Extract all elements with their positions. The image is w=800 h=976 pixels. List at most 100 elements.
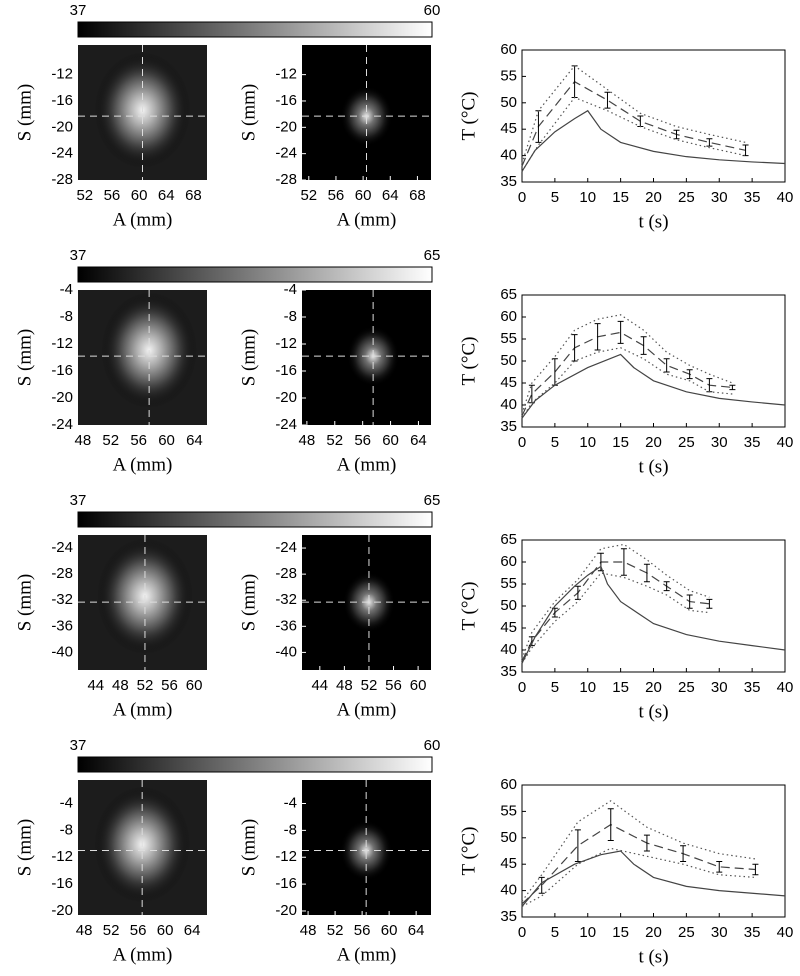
y-tick-label: 50	[500, 597, 517, 614]
image	[78, 290, 207, 425]
y-tick-label: -36	[51, 617, 73, 634]
x-axis-label: A (mm)	[113, 944, 173, 965]
x-axis-label: A (mm)	[337, 209, 397, 230]
y-tick-label: -16	[51, 875, 73, 892]
x-tick-label: 52	[327, 922, 344, 939]
series-line	[521, 800, 756, 902]
x-tick-label: 56	[354, 922, 371, 939]
y-tick-label: 60	[500, 308, 517, 325]
x-tick-label: 52	[361, 677, 378, 694]
series-line	[521, 847, 756, 907]
y-tick-label: -4	[284, 794, 297, 811]
x-tick-label: 64	[382, 187, 399, 204]
x-tick-label: 5	[551, 434, 559, 451]
x-tick-label: 20	[645, 679, 662, 696]
x-tick-label: 0	[518, 189, 526, 206]
x-tick-label: 60	[157, 922, 174, 939]
plot-frame	[521, 49, 786, 183]
y-tick-label: 35	[500, 418, 517, 435]
y-axis-label: T (°C)	[458, 337, 479, 386]
y-tick-label: -24	[51, 416, 73, 433]
error-bar	[620, 548, 627, 576]
x-axis-label: t (s)	[638, 211, 668, 232]
x-tick-label: 0	[518, 924, 526, 941]
y-tick-label: -8	[60, 821, 73, 838]
error-bar	[574, 829, 581, 863]
y-tick-label: -16	[275, 875, 297, 892]
y-tick-label: -20	[51, 118, 73, 135]
y-tick-label: 50	[500, 94, 517, 111]
image	[78, 780, 207, 915]
x-tick-label: 60	[381, 922, 398, 939]
x-axis-label: t (s)	[638, 701, 668, 722]
x-tick-label: 35	[744, 679, 761, 696]
colorbar-tick-label: 60	[424, 737, 441, 754]
series-line	[521, 96, 746, 172]
y-tick-label: -16	[51, 92, 73, 109]
colorbar-tick-label: 37	[70, 247, 87, 264]
x-tick-label: 25	[678, 924, 695, 941]
y-tick-label: -28	[51, 565, 73, 582]
plot-frame	[521, 539, 786, 673]
y-tick-label: 60	[500, 553, 517, 570]
x-tick-label: 25	[678, 434, 695, 451]
x-tick-label: 68	[185, 187, 202, 204]
x-tick-label: 30	[711, 189, 728, 206]
y-tick-label: 45	[500, 619, 517, 636]
y-axis-label: S (mm)	[14, 574, 35, 632]
x-tick-label: 56	[130, 432, 147, 449]
x-tick-label: 60	[382, 432, 399, 449]
y-tick-label: 60	[500, 41, 517, 58]
error-bar	[640, 336, 647, 355]
colorbar-tick-label: 37	[70, 737, 87, 754]
y-tick-label: -24	[51, 539, 73, 556]
y-tick-label: 45	[500, 855, 517, 872]
x-tick-label: 5	[551, 679, 559, 696]
x-tick-label: 64	[158, 187, 175, 204]
y-tick-label: 40	[500, 147, 517, 164]
colorbar	[77, 21, 433, 38]
error-bar	[752, 863, 759, 876]
y-tick-label: -36	[275, 617, 297, 634]
y-tick-label: -12	[275, 848, 297, 865]
error-bar	[686, 594, 693, 609]
x-tick-label: 20	[645, 189, 662, 206]
y-tick-label: -24	[275, 145, 297, 162]
colorbar-tick-label: 65	[424, 247, 441, 264]
y-tick-label: -12	[51, 848, 73, 865]
y-tick-label: -12	[275, 335, 297, 352]
x-tick-label: 15	[612, 679, 629, 696]
y-tick-label: -12	[51, 66, 73, 83]
y-axis-label: S (mm)	[238, 84, 259, 142]
y-tick-label: -8	[60, 308, 73, 325]
x-tick-label: 25	[678, 679, 695, 696]
y-tick-label: -20	[275, 118, 297, 135]
error-bar	[538, 876, 545, 894]
x-tick-label: 52	[103, 922, 120, 939]
y-tick-label: -28	[275, 565, 297, 582]
x-tick-label: 48	[75, 432, 92, 449]
x-axis-label: A (mm)	[113, 699, 173, 720]
series-line	[521, 331, 733, 417]
colorbar-tick-label: 65	[424, 492, 441, 509]
error-bar	[663, 358, 670, 373]
y-tick-label: 55	[500, 330, 517, 347]
y-tick-label: -8	[284, 821, 297, 838]
x-tick-label: 30	[711, 434, 728, 451]
y-tick-label: -24	[275, 539, 297, 556]
error-bar	[643, 834, 650, 852]
y-tick-label: 35	[500, 663, 517, 680]
y-tick-label: -28	[275, 171, 297, 188]
y-axis-label: S (mm)	[238, 574, 259, 632]
x-tick-label: 60	[186, 677, 203, 694]
x-tick-label: 52	[326, 432, 343, 449]
y-tick-label: -40	[51, 643, 73, 660]
x-tick-label: 40	[777, 924, 794, 941]
x-tick-label: 10	[579, 924, 596, 941]
x-tick-label: 64	[410, 432, 427, 449]
x-tick-label: 52	[137, 677, 154, 694]
x-tick-label: 60	[355, 187, 372, 204]
y-tick-label: -16	[51, 362, 73, 379]
x-tick-label: 52	[76, 187, 93, 204]
colorbar	[77, 756, 433, 773]
